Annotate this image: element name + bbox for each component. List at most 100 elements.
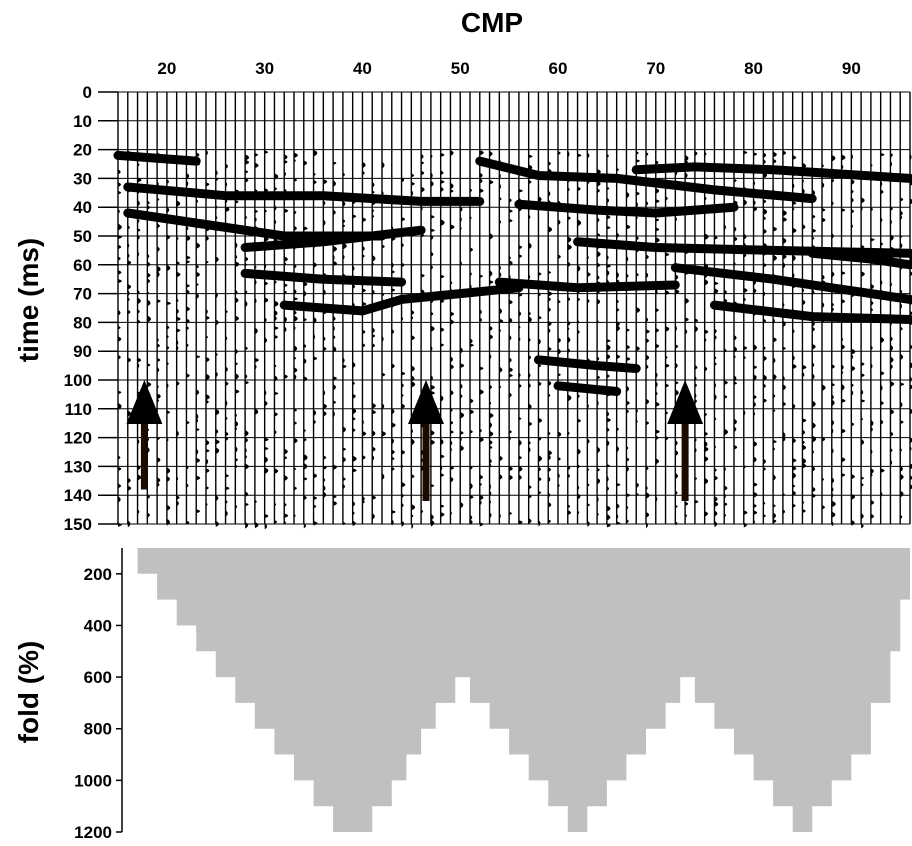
wiggle-lobe (264, 337, 268, 344)
wiggle-lobe (528, 242, 532, 250)
wiggle-lobe (166, 410, 170, 415)
wiggle-lobe (313, 149, 318, 157)
wiggle-lobe (851, 389, 854, 397)
wiggle-lobe (313, 473, 318, 479)
wiggle-lobe (421, 161, 425, 165)
wiggle-lobe (450, 182, 454, 190)
wiggle-lobe (245, 300, 248, 308)
wiggle-lobe (685, 501, 689, 506)
wiggle-lobe (274, 335, 278, 339)
wiggle-lobe (303, 429, 306, 433)
wiggle-lobe (137, 290, 140, 295)
wiggle-lobe (382, 161, 385, 169)
wiggle-lobe (616, 325, 620, 332)
wiggle-lobe (694, 375, 697, 381)
wiggle-lobe (577, 329, 580, 334)
time-tick-label: 10 (73, 112, 92, 131)
wiggle-lobe (694, 365, 698, 370)
wiggle-lobe (118, 354, 121, 360)
wiggle-lobe (450, 430, 454, 434)
wiggle-lobe (606, 186, 610, 191)
wiggle-lobe (186, 343, 189, 348)
wiggle-lobe (851, 494, 856, 500)
wiggle-lobe (157, 398, 160, 403)
wiggle-lobe (851, 354, 854, 360)
wiggle-lobe (675, 439, 678, 446)
wiggle-lobe (206, 373, 210, 381)
wiggle-lobe (890, 431, 894, 437)
wiggle-lobe (274, 520, 278, 524)
wiggle-lobe (206, 458, 209, 465)
wiggle-lobe (264, 263, 267, 269)
wiggle-lobe (157, 271, 160, 278)
wiggle-lobe (323, 336, 326, 342)
wiggle-lobe (460, 411, 465, 419)
wiggle-lobe (342, 356, 345, 364)
wiggle-lobe (734, 426, 737, 433)
wiggle-lobe (734, 334, 737, 341)
wiggle-lobe (724, 492, 726, 500)
wiggle-lobe (675, 324, 677, 332)
wiggle-lobe (421, 205, 423, 212)
wiggle-lobe (861, 476, 864, 480)
wiggle-lobe (206, 149, 208, 156)
wiggle-lobe (196, 152, 200, 158)
wiggle-lobe (147, 253, 150, 259)
wiggle-lobe (831, 394, 834, 401)
wiggle-lobe (831, 233, 834, 240)
wiggle-lobe (166, 438, 169, 442)
cmp-tick-label: 80 (744, 59, 763, 78)
wiggle-lobe (382, 335, 384, 343)
wiggle-lobe (606, 154, 609, 158)
wiggle-lobe (577, 418, 581, 423)
wiggle-lobe (440, 394, 444, 402)
wiggle-lobe (518, 293, 523, 297)
wiggle-lobe (597, 477, 601, 485)
wiggle-lobe (597, 168, 601, 175)
wiggle-lobe (792, 155, 797, 160)
fold-axis-tick-labels: 200 400 600 800 1000 1200 (74, 565, 122, 842)
wiggle-lobe (528, 337, 531, 343)
wiggle-lobe (900, 235, 903, 239)
wiggle-lobe (470, 343, 474, 347)
reflector-event (397, 283, 524, 304)
wiggle-lobe (274, 502, 277, 507)
wiggle-lobe (655, 288, 658, 296)
wiggle-lobe (352, 265, 355, 272)
wiggle-lobe (274, 391, 279, 396)
fold-tick-label: 1000 (74, 771, 112, 790)
wiggle-lobe (206, 235, 209, 242)
wiggle-lobe (802, 440, 805, 445)
wiggle-lobe (704, 151, 707, 156)
wiggle-lobe (450, 390, 454, 396)
wiggle-lobe (665, 383, 669, 388)
wiggle-lobe (206, 448, 210, 453)
wiggle-lobe (342, 364, 347, 369)
cmp-tick-label: 60 (549, 59, 568, 78)
wiggle-lobe (157, 367, 160, 373)
wiggle-lobe (118, 190, 122, 195)
wiggle-lobe (166, 504, 171, 511)
wiggle-lobe (841, 208, 846, 212)
wiggle-lobe (851, 474, 855, 480)
wiggle-lobe (294, 297, 298, 301)
wiggle-lobe (763, 374, 767, 382)
wiggle-lobe (773, 439, 777, 444)
wiggle-lobe (166, 361, 169, 366)
wiggle-lobe (518, 417, 522, 421)
wiggle-lobe (626, 519, 629, 524)
wiggle-lobe (646, 354, 650, 361)
wiggle-lobe (254, 279, 257, 286)
wiggle-lobe (391, 262, 394, 269)
wiggle-lobe (870, 419, 874, 427)
wiggle-lobe (792, 437, 796, 444)
wiggle-lobe (626, 273, 629, 279)
wiggle-lobe (137, 162, 140, 167)
wiggle-lobe (831, 500, 836, 508)
wiggle-lobe (235, 241, 238, 249)
wiggle-lobe (372, 513, 375, 520)
wiggle-lobe (430, 375, 433, 382)
wiggle-lobe (196, 292, 199, 300)
wiggle-lobe (235, 200, 239, 204)
wiggle-lobe (538, 417, 543, 424)
